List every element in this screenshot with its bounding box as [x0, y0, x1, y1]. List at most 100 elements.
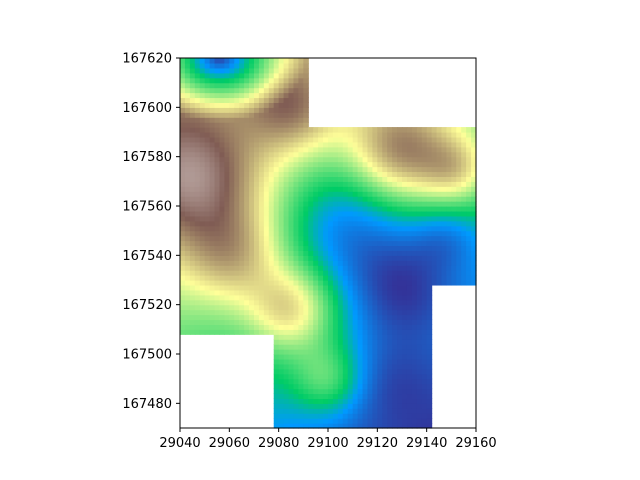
heatmap-cell: [332, 196, 339, 202]
heatmap-cell: [268, 329, 275, 335]
heatmap-cell: [441, 141, 447, 148]
heatmap-cell: [357, 206, 364, 212]
heatmap-cell: [377, 141, 383, 148]
heatmap-cell: [421, 166, 428, 173]
heatmap-cell: [416, 418, 423, 424]
y-tick-label: 167560: [122, 200, 172, 215]
heatmap-cell: [466, 215, 472, 222]
heatmap-cell: [224, 270, 230, 276]
heatmap-cell: [184, 151, 191, 158]
heatmap-cell: [466, 201, 472, 207]
heatmap-cell: [387, 260, 393, 266]
heatmap-cell: [244, 186, 250, 192]
heatmap-cell: [362, 299, 369, 306]
heatmap-cell: [224, 67, 230, 74]
heatmap-cell: [194, 284, 201, 291]
heatmap-cell: [293, 349, 299, 355]
heatmap-cell: [313, 146, 319, 153]
heatmap-cell: [456, 235, 462, 242]
heatmap-cell: [263, 191, 270, 197]
heatmap-cell: [377, 294, 383, 301]
heatmap-cell: [293, 334, 299, 340]
heatmap-cell: [411, 201, 418, 207]
heatmap-cell: [283, 349, 290, 355]
heatmap-cell: [229, 191, 235, 197]
heatmap-cell: [411, 363, 418, 370]
heatmap-cell: [254, 255, 260, 261]
heatmap-cell: [328, 393, 334, 399]
heatmap-cell: [184, 181, 191, 187]
heatmap-cell: [402, 176, 408, 182]
heatmap-cell: [258, 294, 265, 301]
heatmap-cell: [466, 260, 472, 266]
heatmap-cell: [332, 225, 339, 232]
heatmap-cell: [387, 358, 393, 365]
heatmap-cell: [288, 339, 295, 345]
heatmap-cell: [308, 240, 314, 247]
heatmap-cell: [313, 403, 319, 409]
heatmap-cell: [318, 314, 324, 321]
heatmap-cell: [244, 171, 250, 177]
heatmap-cell: [184, 329, 191, 335]
heatmap-cell: [342, 132, 349, 138]
heatmap-cell: [456, 141, 462, 148]
heatmap-cell: [347, 196, 354, 202]
heatmap-cell: [204, 260, 211, 266]
heatmap-cell: [332, 393, 339, 399]
heatmap-cell: [323, 161, 329, 168]
heatmap-cell: [411, 393, 418, 399]
heatmap-cell: [224, 210, 230, 217]
heatmap-cell: [426, 314, 433, 321]
heatmap-cell: [214, 329, 221, 335]
heatmap-cell: [219, 309, 225, 316]
heatmap-cell: [402, 378, 408, 385]
heatmap-cell: [377, 344, 383, 350]
heatmap-cell: [392, 329, 398, 335]
heatmap-cell: [229, 92, 235, 99]
heatmap-cell: [451, 250, 457, 256]
heatmap-cell: [372, 136, 378, 143]
heatmap-cell: [347, 235, 354, 242]
heatmap-cell: [283, 388, 290, 395]
heatmap-cell: [278, 171, 285, 177]
heatmap-cell: [382, 151, 388, 158]
heatmap-cell: [254, 329, 260, 335]
heatmap-cell: [308, 314, 314, 321]
heatmap-cell: [451, 215, 457, 222]
heatmap-cell: [308, 378, 314, 385]
heatmap-cell: [446, 141, 452, 148]
heatmap-cell: [392, 245, 398, 251]
heatmap-cell: [268, 294, 275, 301]
heatmap-cell: [421, 171, 428, 177]
heatmap-cell: [249, 210, 255, 217]
heatmap-cell: [249, 260, 255, 266]
heatmap-cell: [283, 67, 290, 74]
heatmap-cell: [308, 245, 314, 251]
heatmap-cell: [189, 151, 196, 158]
heatmap-cell: [283, 260, 290, 266]
heatmap-cell: [189, 92, 196, 99]
heatmap-cell: [411, 161, 418, 168]
heatmap-cell: [421, 230, 428, 237]
heatmap-cell: [283, 299, 290, 306]
heatmap-cell: [298, 210, 304, 217]
heatmap-cell: [244, 329, 250, 335]
heatmap-cell: [461, 225, 467, 232]
heatmap-cell: [303, 191, 309, 197]
heatmap-cell: [367, 171, 373, 177]
heatmap-cell: [466, 132, 472, 138]
heatmap-cell: [293, 156, 299, 163]
heatmap-cell: [431, 141, 438, 148]
heatmap-cell: [332, 255, 339, 261]
heatmap-cell: [308, 383, 314, 390]
heatmap-cell: [421, 388, 428, 395]
heatmap-cell: [337, 171, 344, 177]
heatmap-cell: [254, 156, 260, 163]
heatmap-cell: [372, 324, 378, 330]
heatmap-cell: [421, 235, 428, 242]
heatmap-cell: [313, 156, 319, 163]
heatmap-cell: [293, 215, 299, 222]
heatmap-cell: [194, 304, 201, 311]
heatmap-cell: [352, 329, 359, 335]
heatmap-cell: [397, 354, 403, 360]
